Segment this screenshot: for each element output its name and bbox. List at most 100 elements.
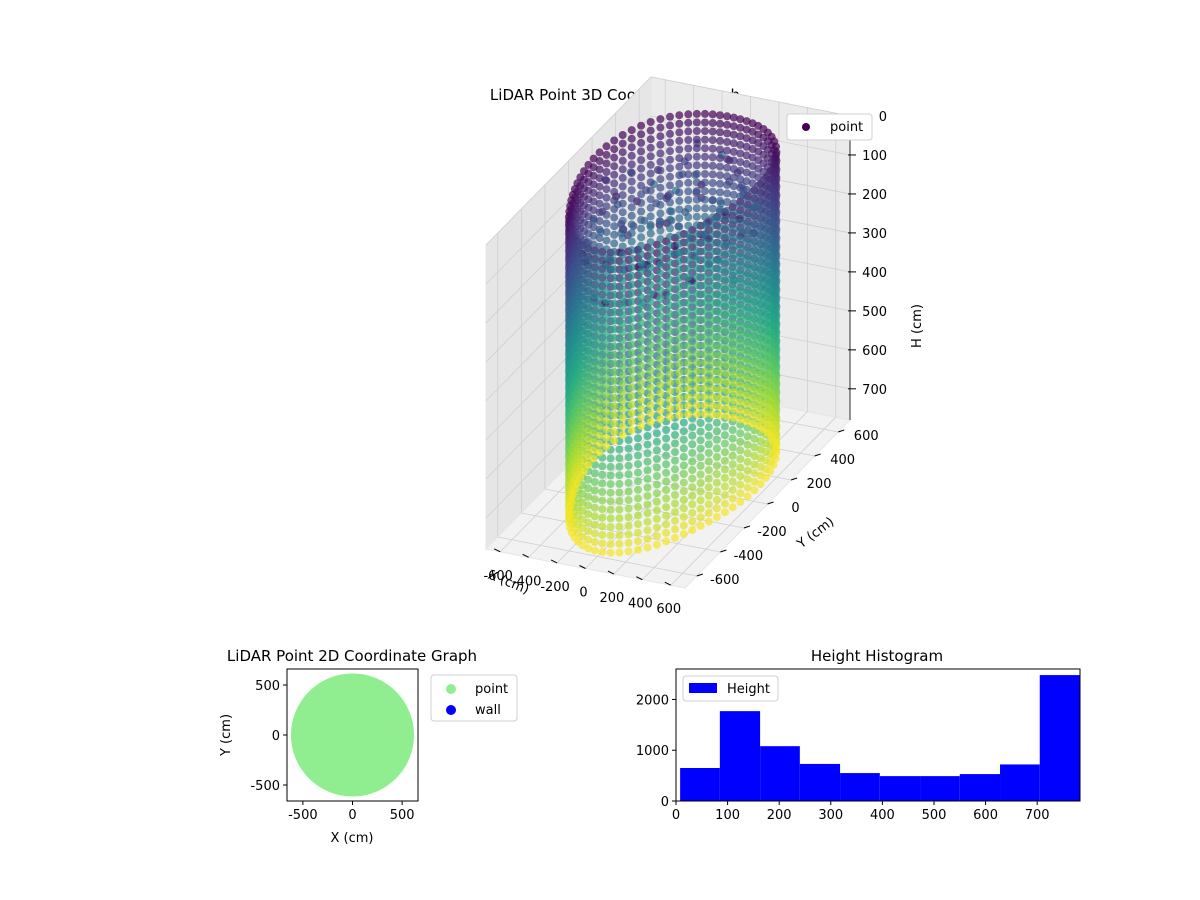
data-point [748, 153, 757, 162]
data-point [692, 195, 701, 204]
data-point [748, 256, 757, 265]
data-point [602, 262, 611, 271]
data-point [748, 127, 757, 136]
data-point [610, 325, 619, 334]
data-point [712, 495, 721, 504]
data-point [637, 396, 646, 405]
data-point [701, 264, 709, 273]
data-point [708, 359, 717, 368]
data-point [748, 410, 757, 419]
data-point [589, 274, 598, 283]
y-tick [743, 525, 751, 529]
data-point [656, 346, 665, 355]
data-point [701, 401, 709, 410]
data-point [610, 170, 619, 179]
data-point [624, 547, 633, 556]
data-point [595, 431, 604, 440]
data-point [692, 169, 701, 178]
data-point [675, 162, 684, 171]
data-point [666, 404, 674, 413]
data-point [729, 276, 738, 285]
x-tick [607, 570, 615, 575]
data-point [602, 442, 611, 451]
data-point [618, 354, 627, 362]
data-point [723, 155, 732, 164]
data-point [656, 149, 665, 158]
data-point [656, 183, 665, 192]
data-point [736, 286, 745, 295]
data-point [589, 411, 598, 420]
histogram-bar [879, 776, 921, 801]
data-point [748, 359, 757, 368]
data-point [627, 366, 636, 375]
data-point [589, 197, 598, 206]
data-point [618, 422, 627, 431]
data-point [646, 238, 655, 247]
data-point [671, 491, 679, 499]
data-point [723, 318, 732, 327]
data-point [704, 491, 713, 500]
histogram-bar [1039, 675, 1080, 801]
data-point [610, 359, 619, 368]
x-tick-label: 0 [672, 808, 680, 823]
data-point [662, 451, 671, 460]
data-point [606, 462, 615, 471]
data-point [696, 479, 705, 487]
data-point [701, 144, 709, 153]
data-point [615, 539, 624, 548]
data-point [590, 486, 599, 495]
data-point [679, 452, 688, 461]
y-tick-label: -200 [757, 525, 787, 540]
data-point [627, 349, 636, 357]
chart-2d: LiDAR Point 2D Coordinate Graph -500 0 500… [219, 647, 518, 846]
data-point [708, 204, 717, 213]
data-point [602, 270, 611, 279]
data-point [701, 307, 709, 316]
data-point [666, 301, 674, 310]
data-point [696, 427, 705, 436]
data-point [742, 168, 751, 177]
data-point [656, 406, 665, 415]
data-point [729, 242, 738, 251]
y-tick [696, 573, 703, 577]
data-point [723, 378, 732, 387]
data-point [652, 454, 661, 463]
data-point [643, 449, 652, 458]
data-point [646, 143, 655, 152]
data-point [766, 467, 775, 476]
data-point [637, 258, 646, 267]
data-point [716, 325, 724, 334]
data-point [666, 121, 674, 130]
data-point [634, 528, 642, 537]
data-point [723, 309, 732, 318]
data-point [671, 482, 679, 491]
data-point [606, 522, 615, 531]
data-point [701, 367, 709, 376]
data-point [634, 442, 642, 451]
data-point [729, 113, 738, 122]
chart-2d-ylabel: Y (cm) [219, 714, 234, 757]
data-point [729, 405, 738, 414]
data-point [704, 466, 713, 475]
data-point [656, 338, 665, 346]
data-point [606, 488, 615, 497]
data-point [602, 142, 611, 151]
data-point [728, 503, 737, 512]
data-point [748, 119, 757, 128]
data-point [656, 355, 665, 364]
data-point [656, 295, 665, 304]
data-point [748, 402, 757, 411]
data-point [589, 291, 598, 300]
data-point [610, 342, 619, 351]
data-point [656, 235, 665, 244]
data-point [589, 240, 598, 249]
data-point [595, 165, 604, 174]
data-point [602, 159, 611, 168]
data-point [610, 273, 619, 282]
grid-line [497, 536, 697, 577]
data-point [675, 325, 684, 334]
data-point [637, 156, 646, 164]
data-point [656, 415, 665, 424]
data-point [671, 473, 679, 482]
data-point [615, 531, 624, 540]
